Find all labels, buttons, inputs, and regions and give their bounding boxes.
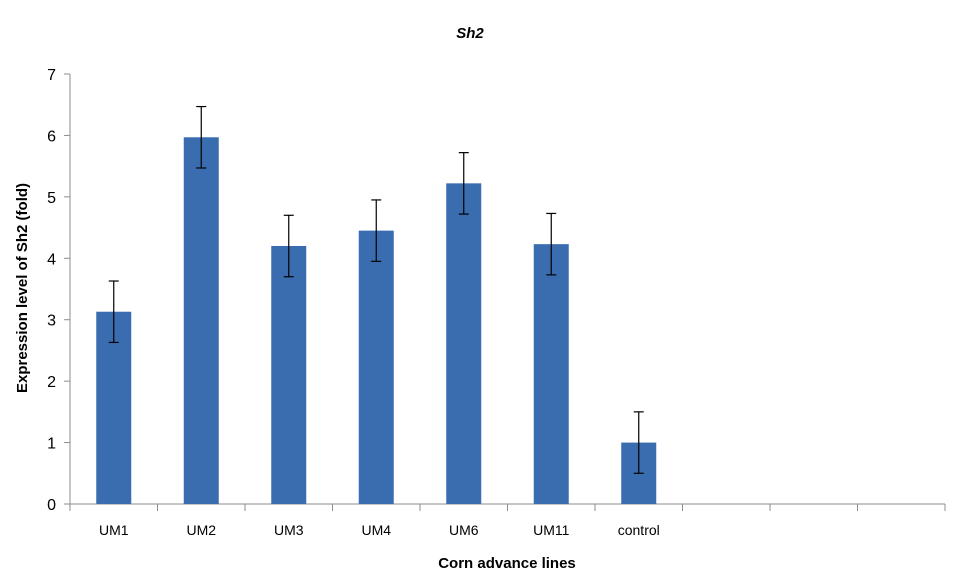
y-tick-label: 1 bbox=[47, 436, 56, 453]
y-tick-label: 3 bbox=[47, 313, 56, 330]
y-axis-title: Expression level of Sh2 (fold) bbox=[14, 183, 31, 393]
x-axis: UM1 UM2 UM3 UM4 UM6 UM11 control bbox=[69, 503, 946, 538]
bar-um1 bbox=[96, 311, 132, 504]
x-category-label: UM1 bbox=[99, 522, 129, 538]
bar-um4 bbox=[358, 230, 394, 504]
y-tick-label: 2 bbox=[47, 374, 56, 391]
x-category-label: UM2 bbox=[186, 522, 216, 538]
x-category-label: UM6 bbox=[449, 522, 479, 538]
y-tick-label: 4 bbox=[47, 251, 56, 268]
bars bbox=[96, 137, 657, 505]
error-bars bbox=[108, 105, 644, 474]
y-tick-label: 7 bbox=[47, 67, 56, 84]
x-category-label: UM3 bbox=[274, 522, 304, 538]
y-axis: 0 1 2 3 4 5 6 7 bbox=[47, 67, 71, 514]
x-category-label: UM4 bbox=[361, 522, 391, 538]
bar-um3 bbox=[271, 246, 307, 504]
bar-um11 bbox=[533, 244, 569, 504]
chart-title: Sh2 bbox=[456, 25, 484, 42]
bar-um2 bbox=[183, 137, 219, 504]
y-tick-label: 5 bbox=[47, 190, 56, 207]
bar-um6 bbox=[446, 183, 482, 505]
y-tick-label: 0 bbox=[47, 497, 56, 514]
y-tick-label: 6 bbox=[47, 128, 56, 145]
x-category-label: UM11 bbox=[533, 522, 570, 538]
x-axis-title: Corn advance lines bbox=[438, 555, 576, 572]
x-category-label: control bbox=[618, 522, 660, 538]
